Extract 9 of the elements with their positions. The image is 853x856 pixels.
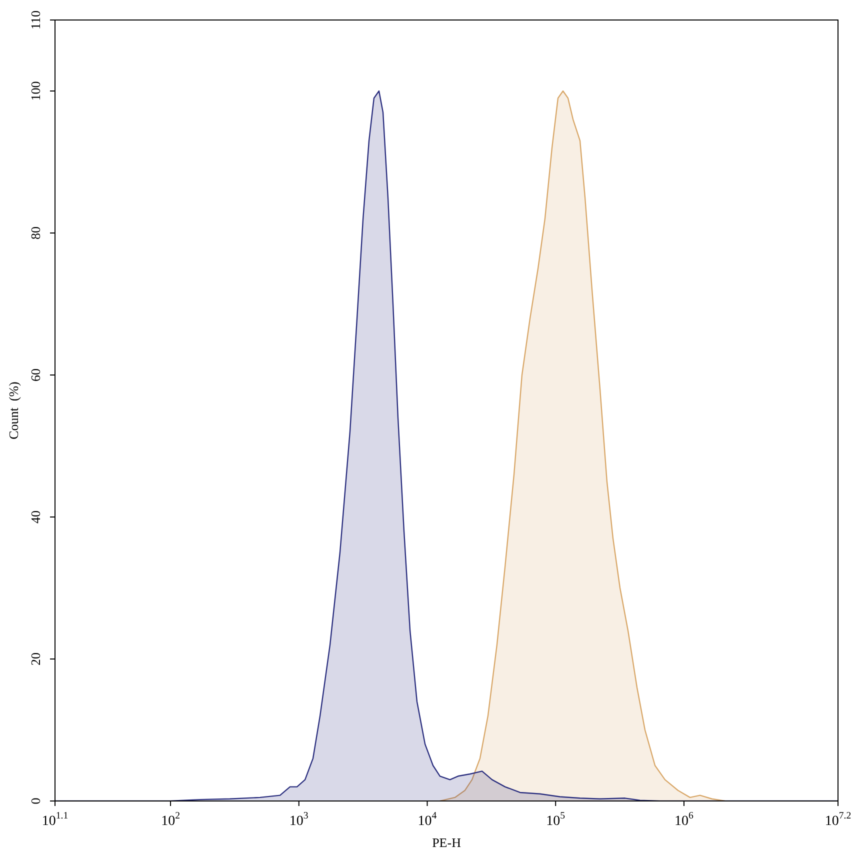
y-tick-label: 40 [28,510,43,524]
y-tick-label: 100 [28,81,43,101]
y-axis-title: Count (%) [6,382,21,440]
y-tick-label: 80 [28,226,43,240]
x-axis-title: PE-H [432,835,461,850]
y-tick-label: 60 [28,368,43,382]
y-tick-label: 110 [28,10,43,30]
y-tick-label: 0 [28,798,43,804]
y-tick-label: 20 [28,652,43,666]
